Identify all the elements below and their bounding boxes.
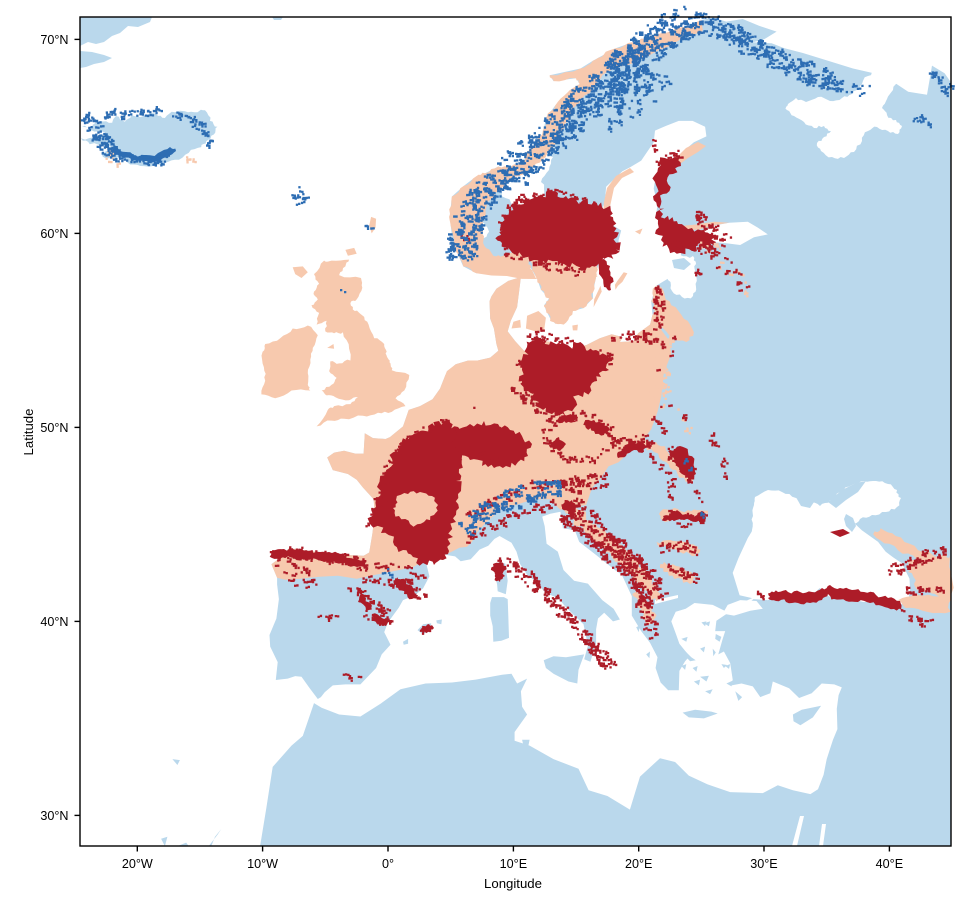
svg-text:20°W: 20°W xyxy=(122,857,153,871)
svg-text:50°N: 50°N xyxy=(40,421,68,435)
svg-text:40°N: 40°N xyxy=(40,615,68,629)
svg-text:Latitude: Latitude xyxy=(21,409,36,456)
svg-text:60°N: 60°N xyxy=(40,227,68,241)
svg-text:70°N: 70°N xyxy=(40,33,68,47)
svg-text:30°N: 30°N xyxy=(40,809,68,823)
svg-text:0°: 0° xyxy=(382,857,394,871)
svg-text:10°W: 10°W xyxy=(247,857,278,871)
svg-text:20°E: 20°E xyxy=(625,857,652,871)
svg-text:Longitude: Longitude xyxy=(484,876,542,891)
svg-text:40°E: 40°E xyxy=(876,857,903,871)
svg-text:30°E: 30°E xyxy=(750,857,777,871)
svg-text:10°E: 10°E xyxy=(500,857,527,871)
